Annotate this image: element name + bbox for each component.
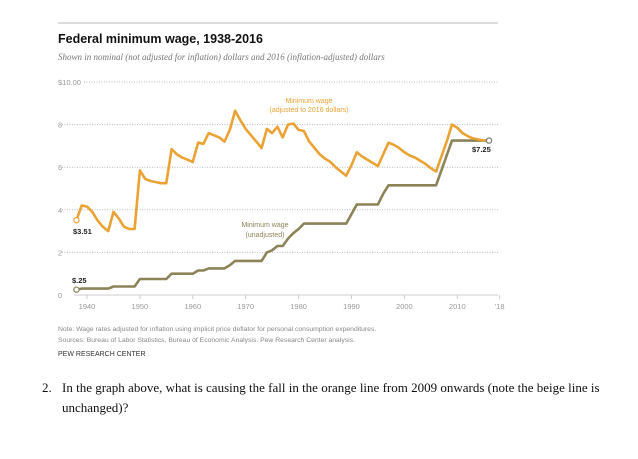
question: 2. In the graph above, what is causing t… [42,378,622,418]
y-tick-label: 0 [58,291,62,300]
chart: Federal minimum wage, 1938-2016 Shown in… [58,22,505,358]
unadjusted-start-label: $.25 [72,276,87,285]
unadjusted-series-line [76,139,489,291]
question-text: In the graph above, what is causing the … [62,380,600,415]
adjusted-start-label: $3.51 [73,227,92,236]
unadjusted-series-label-2: (unadjusted) [246,232,285,239]
x-tick-label: 1990 [343,302,360,311]
adjusted-series-label-2: (adjusted to 2016 dollars) [270,107,349,114]
chart-title: Federal minimum wage, 1938-2016 [58,32,263,46]
adjusted-series-label-1: Minimum wage [285,98,332,105]
end-label: $7.25 [472,145,491,154]
y-tick-label: 8 [58,121,62,130]
question-number: 2. [42,380,52,395]
chart-note: Note: Wage rates adjusted for inflation … [58,326,376,333]
x-tick-label: 1960 [184,302,201,311]
x-tick-label: 2000 [396,302,413,311]
x-tick-label: 1950 [132,302,149,311]
unadjusted-start-marker [73,286,80,293]
x-tick-label: 1940 [79,302,96,311]
chart-subtitle: Shown in nominal (not adjusted for infla… [58,52,385,62]
x-tick-label: 2010 [449,302,466,311]
x-tick-label: 1970 [237,302,254,311]
x-tick-label: '18 [495,302,505,311]
y-tick-label: 6 [58,163,62,172]
unadjusted-series-label-1: Minimum wage [241,222,288,229]
y-tick-label: 2 [58,248,62,257]
x-tick-label: 1980 [290,302,307,311]
chart-sources: Sources: Bureau of Labor Statistics, Bur… [58,337,355,344]
y-tick-label: $10.00 [58,78,81,87]
y-tick-label: 4 [58,206,62,215]
adjusted-series-line [75,109,489,233]
adjusted-start-marker [73,217,80,224]
chart-credit: PEW RESEARCH CENTER [58,351,146,358]
end-marker [485,137,493,144]
